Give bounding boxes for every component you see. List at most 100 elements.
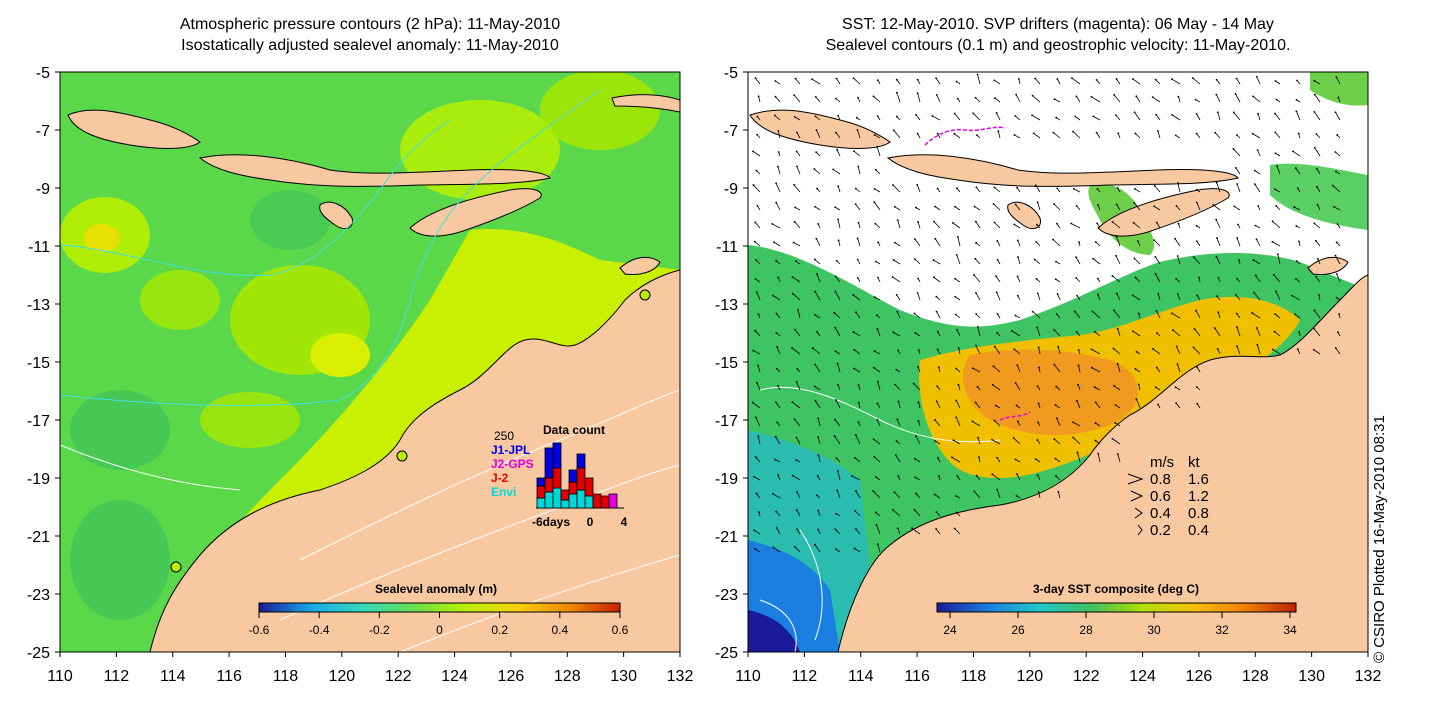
velocity-arrow [996, 489, 1001, 499]
velocity-arrow-head [1072, 130, 1074, 133]
velocity-arrow-head [755, 381, 758, 384]
velocity-arrow-head [1031, 114, 1033, 117]
inset-x-tick-label: 4 [621, 515, 628, 529]
velocity-arrow-head [852, 77, 855, 80]
velocity-arrow-head [1153, 205, 1156, 208]
velocity-arrow-head [954, 295, 957, 298]
velocity-arrow-head [1216, 348, 1219, 350]
velocity-arrow-head [991, 473, 994, 476]
velocity-arrow [756, 493, 761, 499]
velocity-arrow-head [1157, 403, 1159, 406]
velocity-arrow [1113, 385, 1121, 391]
velocity-arrow-head [835, 131, 837, 134]
right-y-tick-label: -15 [715, 355, 738, 372]
velocity-arrow [1313, 111, 1321, 121]
velocity-arrow-head [1113, 93, 1116, 96]
velocity-arrow-head [1334, 254, 1337, 257]
velocity-arrow-head [891, 508, 894, 511]
velocity-arrow [1213, 204, 1221, 211]
left-colorbar-ramp [258, 602, 621, 613]
velocity-arrow [1172, 329, 1181, 337]
anomaly-blob [310, 333, 370, 377]
velocity-arrow [1215, 219, 1221, 229]
velocity-arrow-head [1037, 491, 1040, 494]
velocity-arrow-head [854, 509, 857, 512]
velocity-arrow [753, 529, 761, 535]
velocity-arrow-head [774, 458, 777, 461]
velocity-legend-ms: 0.8 [1150, 471, 1171, 488]
velocity-arrow [1076, 205, 1081, 211]
velocity-arrow-head [1097, 452, 1100, 455]
velocity-arrow-head [876, 145, 879, 148]
velocity-arrow [815, 400, 821, 409]
right-y-tick-label: -13 [715, 297, 738, 314]
velocity-arrow-head [1276, 253, 1279, 256]
velocity-arrow [992, 384, 1001, 391]
velocity-arrow [1035, 241, 1041, 247]
velocity-arrow-head [897, 349, 900, 352]
velocity-arrow-head [1177, 222, 1180, 225]
velocity-arrow-head [893, 205, 896, 208]
velocity-arrow [1196, 295, 1201, 301]
velocity-arrow-head [1156, 332, 1158, 334]
velocity-arrow [773, 547, 781, 553]
velocity-arrow [837, 219, 841, 229]
velocity-legend: m/s kt 0.8 1.60.6 1.20.4 0.80.2 0.4 [1127, 454, 1209, 539]
velocity-arrow-head [914, 476, 917, 479]
velocity-arrow-head [1212, 204, 1215, 206]
velocity-arrow [915, 435, 921, 445]
velocity-arrow-head [1037, 402, 1040, 405]
velocity-arrow-head [1271, 220, 1274, 223]
velocity-arrow [1015, 115, 1021, 121]
velocity-arrow [1132, 78, 1141, 85]
velocity-arrow [1038, 347, 1041, 355]
velocity-arrow [855, 204, 861, 211]
velocity-arrow [814, 314, 821, 319]
velocity-arrow [1154, 256, 1161, 265]
velocity-arrow-head [894, 454, 897, 457]
velocity-arrow-head [956, 475, 959, 477]
velocity-arrow-head [777, 151, 780, 153]
velocity-arrow-head [1313, 93, 1316, 96]
velocity-arrow-head [1335, 76, 1338, 78]
australia-land [837, 274, 1368, 652]
velocity-arrow [1296, 111, 1301, 121]
velocity-arrow-head [854, 187, 857, 190]
velocity-arrow [1272, 220, 1281, 229]
velocity-arrow-head [1236, 345, 1238, 348]
velocity-arrow [796, 132, 801, 139]
velocity-arrow-head [751, 401, 754, 404]
velocity-arrow [897, 528, 901, 535]
left-x-tick-label: 130 [610, 668, 637, 685]
velocity-arrow [972, 367, 981, 373]
left-y-tick-label: -17 [27, 413, 50, 430]
velocity-arrow-head [1334, 170, 1337, 173]
velocity-arrow-head [1072, 436, 1075, 439]
velocity-arrow-head [791, 292, 794, 295]
left-y-tick-label: -25 [27, 645, 50, 662]
velocity-arrow-head [1153, 185, 1156, 187]
velocity-arrow-head [1037, 346, 1040, 349]
velocity-arrow-head [1112, 309, 1115, 312]
velocity-arrow [996, 292, 1001, 301]
velocity-arrow [994, 80, 1001, 85]
velocity-arrow-head [994, 97, 996, 99]
velocity-arrow-head [1274, 313, 1277, 316]
velocity-arrow-head [1154, 273, 1157, 275]
velocity-arrow [1075, 277, 1081, 283]
velocity-arrow-head [1253, 169, 1256, 172]
velocity-arrow [1031, 114, 1041, 121]
velocity-arrow-head [1075, 399, 1078, 402]
inset-ymax-label: 250 [494, 429, 514, 443]
velocity-arrow-head [836, 362, 839, 365]
velocity-arrow [836, 149, 841, 157]
velocity-arrow-head [1235, 77, 1238, 80]
velocity-arrow [955, 417, 961, 427]
velocity-arrow-head [1090, 348, 1093, 351]
inset-legend-item: J-2 [491, 471, 509, 485]
velocity-arrow-head [1215, 181, 1218, 184]
velocity-arrow-head [876, 402, 879, 405]
velocity-arrow-head [1115, 292, 1118, 295]
velocity-arrow [914, 458, 921, 463]
timor-island [1097, 188, 1230, 237]
